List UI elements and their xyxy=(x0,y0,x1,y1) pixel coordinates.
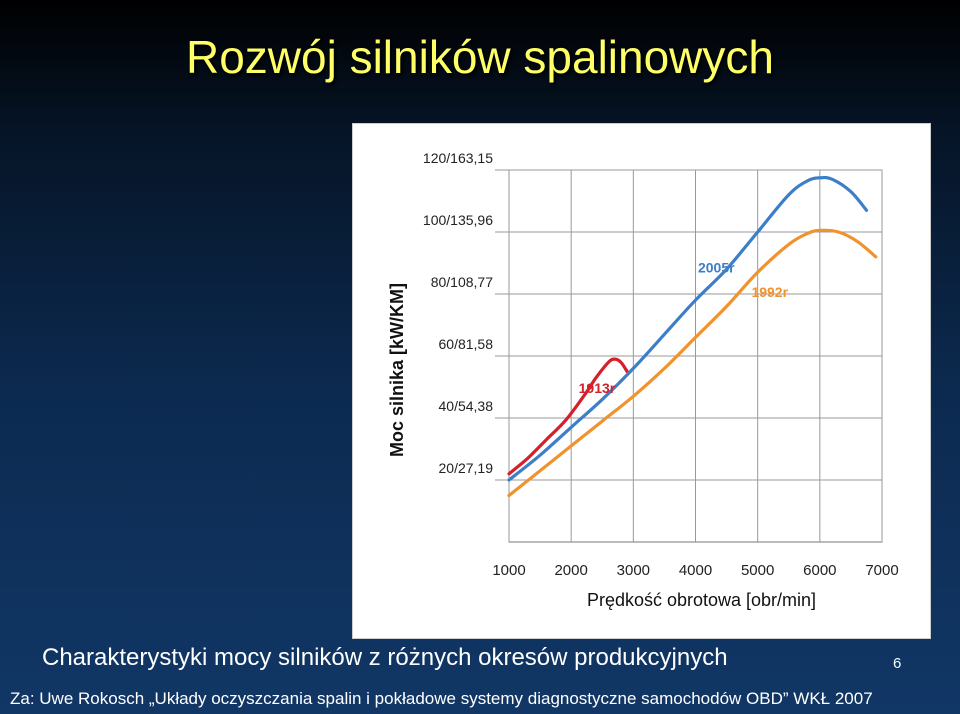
slide-title: Rozwój silników spalinowych xyxy=(185,31,774,83)
page-number: 6 xyxy=(893,655,902,672)
series-label-2005r: 2005r xyxy=(698,259,735,275)
chart-panel: 1000 2000 3000 4000 5000 6000 7000 20/27,19 40/5… xyxy=(352,123,931,639)
series-line-1992r xyxy=(507,228,878,498)
series-label-1992r: 1992r xyxy=(751,284,788,300)
series-label-1913r: 1913r xyxy=(579,380,616,396)
y-tick-label: 20/27,19 xyxy=(439,460,494,476)
series-line-2005r xyxy=(507,175,869,482)
slide-caption: Charakterystyki mocy silników z różnych … xyxy=(42,644,728,671)
power-curve-chart: 1000 2000 3000 4000 5000 6000 7000 20/27,19 40/5… xyxy=(387,150,899,610)
x-tick-label: 3000 xyxy=(617,562,650,579)
x-tick-label: 4000 xyxy=(679,562,712,579)
y-tick-label: 120/163,15 xyxy=(423,150,493,166)
x-tick-label: 1000 xyxy=(492,562,525,579)
x-tick-label: 2000 xyxy=(554,562,587,579)
x-tick-label: 6000 xyxy=(803,562,836,579)
y-axis-label: Moc silnika [kW/KM] xyxy=(387,283,407,457)
source-citation: Za: Uwe Rokosch „Układy oczyszczania spa… xyxy=(10,689,873,708)
x-tick-label: 5000 xyxy=(741,562,774,579)
x-tick-label: 7000 xyxy=(865,562,898,579)
series-line-1913r xyxy=(507,357,629,476)
x-axis-label: Prędkość obrotowa [obr/min] xyxy=(587,590,816,610)
y-tick-label: 100/135,96 xyxy=(423,212,493,228)
y-tick-label: 60/81,58 xyxy=(439,336,494,352)
y-tick-label: 40/54,38 xyxy=(439,398,494,414)
y-tick-label: 80/108,77 xyxy=(431,274,493,290)
